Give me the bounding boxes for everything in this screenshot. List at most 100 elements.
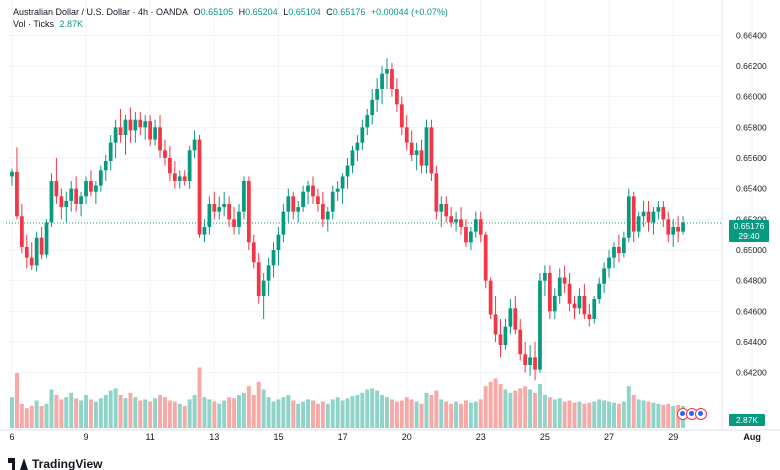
candle-body <box>261 280 266 296</box>
volume-bar <box>552 399 557 428</box>
candle-body <box>562 277 567 284</box>
volume-bar <box>266 397 271 428</box>
volume-bar <box>661 404 666 428</box>
candle-body <box>557 277 562 296</box>
candle-body <box>266 265 271 281</box>
volume-bar <box>148 401 153 428</box>
candle-body <box>69 188 74 201</box>
volume-bar <box>79 400 84 428</box>
volume-bar <box>641 400 646 428</box>
last-price-value: 0.65176 <box>733 221 765 231</box>
candle-body <box>424 127 429 166</box>
volume-bar <box>128 392 133 428</box>
candle-body <box>103 161 108 171</box>
volume-bar <box>542 395 547 428</box>
candle-body <box>345 165 350 177</box>
volume-bar <box>651 402 656 428</box>
tradingview-wordmark: TradingView <box>32 456 103 470</box>
candle-body <box>380 73 384 89</box>
volume-bar <box>478 399 483 428</box>
candle-body <box>488 280 493 315</box>
volume-bar <box>626 386 631 428</box>
candle-body <box>306 185 310 192</box>
volume-bar <box>54 395 59 428</box>
volume-bar <box>567 400 572 428</box>
y-tick-label: 0.64800 <box>736 276 767 286</box>
volume-bar <box>656 403 661 428</box>
candle-body <box>528 357 532 365</box>
volume-bar <box>345 398 350 428</box>
y-tick-label: 0.65600 <box>736 153 767 163</box>
candle-body <box>49 181 54 223</box>
candle-body <box>651 211 656 223</box>
candle-body <box>533 357 537 370</box>
candle-body <box>64 200 69 208</box>
volume-bar <box>513 390 518 428</box>
candle-body <box>207 204 212 227</box>
economic-events[interactable] <box>677 408 707 420</box>
volume-bar <box>19 403 24 428</box>
volume-bar <box>380 395 385 428</box>
volume-bar <box>587 402 592 428</box>
volume-bar <box>330 399 335 428</box>
y-tick-label: 0.64600 <box>736 306 767 316</box>
volume-bar <box>49 389 54 428</box>
volume-bar <box>468 402 473 428</box>
volume-bar <box>577 401 582 428</box>
volume-bar <box>572 402 577 428</box>
candle-body <box>271 250 276 266</box>
volume-bar <box>286 395 291 428</box>
volume-bar <box>631 395 636 428</box>
x-tick-label: 13 <box>209 432 219 442</box>
volume-bar <box>44 403 49 428</box>
volume-label: Vol · Ticks <box>13 19 55 29</box>
volume-bar <box>88 399 93 428</box>
x-tick-label: 20 <box>402 432 412 442</box>
candle-body <box>172 173 177 181</box>
volume-bar <box>602 400 607 428</box>
volume-bar <box>246 386 251 428</box>
volume-bar <box>370 388 375 428</box>
candle-body <box>187 150 192 181</box>
volume-bar <box>360 392 365 428</box>
volume-bar <box>533 392 538 428</box>
candle-body <box>138 119 143 128</box>
volume-bar <box>93 401 98 428</box>
volume-bar <box>454 401 459 428</box>
volume-bar <box>449 403 454 428</box>
low-value: 0.65104 <box>288 7 321 17</box>
candle-body <box>311 185 315 197</box>
volume-bar <box>232 398 237 428</box>
low-key: L <box>283 7 289 17</box>
candle-body <box>473 219 478 232</box>
candle-body <box>118 127 123 135</box>
volume-bar <box>439 399 444 428</box>
volume-bar <box>483 386 488 428</box>
volume-bar <box>24 408 29 428</box>
candle-body <box>237 211 241 227</box>
candle-body <box>419 150 424 166</box>
y-tick-label: 0.65200 <box>736 214 767 224</box>
candle-body <box>612 246 616 258</box>
candle-body <box>89 181 93 192</box>
candle-body <box>370 99 375 116</box>
tradingview-logo[interactable]: TradingView <box>8 457 102 470</box>
candle-body <box>666 219 671 235</box>
candle-body <box>232 219 236 227</box>
volume-bar <box>187 399 192 428</box>
candle-body <box>158 127 162 151</box>
event-flag-icon[interactable] <box>695 408 707 420</box>
last-price-tag: 0.65176 29:40 <box>729 220 769 242</box>
candle-body <box>385 69 389 74</box>
candle-body <box>59 196 64 208</box>
candle-body <box>227 204 231 220</box>
candle-body <box>513 308 518 330</box>
high-value: 0.65204 <box>245 7 278 17</box>
candle-body <box>79 196 83 204</box>
volume-bar <box>389 399 394 428</box>
candle-body <box>15 171 19 217</box>
candle-body <box>607 257 611 269</box>
volume-bar <box>547 397 552 428</box>
y-tick-label: 0.66400 <box>736 30 767 40</box>
